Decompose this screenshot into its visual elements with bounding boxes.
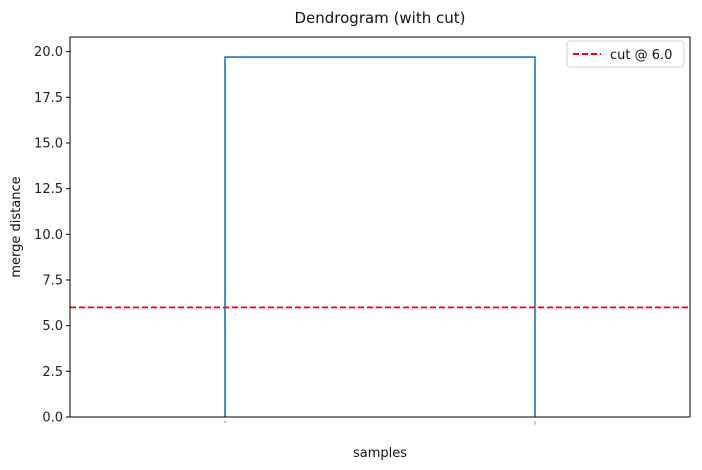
y-tick-label: 15.0 — [34, 136, 63, 151]
dendrogram-link — [224, 56, 536, 417]
y-tick-label: 20.0 — [34, 45, 63, 60]
y-tick-label: 10.0 — [34, 228, 63, 243]
y-tick-label: 17.5 — [34, 91, 63, 106]
y-tick-label: 12.5 — [34, 182, 63, 197]
x-tick-labels: 0 37 — [223, 421, 537, 425]
y-tick-label: 2.5 — [42, 365, 63, 380]
plot-frame — [69, 36, 691, 418]
y-axis: 0.0 2.5 5.0 7.5 10.0 12.5 15.0 17.5 20.0 — [34, 45, 70, 426]
dendrogram-links — [224, 56, 536, 417]
y-tick-label: 5.0 — [42, 319, 63, 334]
y-axis-label: merge distance — [9, 176, 24, 277]
y-tick-label: 7.5 — [42, 273, 63, 288]
x-tick-label: 37 — [533, 421, 537, 425]
x-axis-label: samples — [353, 446, 407, 461]
legend-label-cut: cut @ 6.0 — [610, 48, 672, 63]
legend-box — [566, 40, 685, 68]
chart-title: Dendrogram (with cut) — [294, 9, 465, 27]
x-tick-label: 0 — [223, 421, 227, 423]
y-tick-label: 0.0 — [42, 411, 63, 426]
legend: cut @ 6.0 — [566, 40, 685, 68]
